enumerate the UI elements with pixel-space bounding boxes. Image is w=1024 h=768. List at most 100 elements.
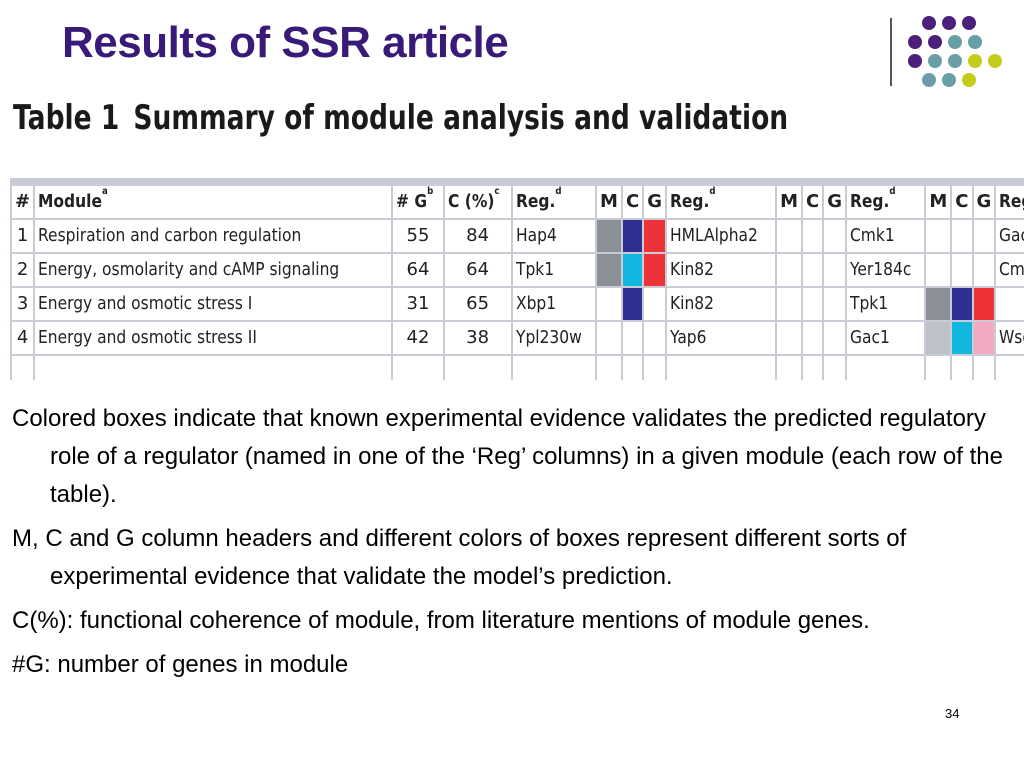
page-number: 34 [945, 706, 960, 721]
bullet-list: Colored boxes indicate that known experi… [12, 400, 1012, 690]
header-c: C [801, 184, 825, 220]
table-row: 3 Energy and osmotic stress I 31 65 Xbp1… [10, 286, 1024, 322]
decor-dot [928, 54, 942, 68]
decorative-dot-grid [908, 14, 1008, 94]
row-module: Energy and osmotic stress II [33, 320, 394, 356]
decor-dot [962, 73, 976, 87]
header-coherence: C (%)c [442, 184, 513, 220]
header-g: G [822, 184, 848, 220]
row-reg-2: Yap6 [664, 320, 778, 356]
bullet-item: M, C and G column headers and different … [12, 525, 907, 590]
evidence-m [775, 286, 804, 322]
evidence-c [620, 252, 645, 288]
row-coherence: 65 [442, 286, 513, 322]
evidence-g [822, 320, 848, 356]
row-num: 2 [10, 252, 36, 288]
row-reg-1: Hap4 [510, 218, 598, 254]
table-row-partial [10, 354, 1024, 380]
slide-title: Results of SSR article [62, 18, 509, 67]
evidence-m [775, 252, 804, 288]
row-coherence: 64 [442, 252, 513, 288]
decor-dot [942, 73, 956, 87]
evidence-m [924, 286, 953, 322]
evidence-m [924, 218, 953, 254]
row-reg-3: Tpk1 [845, 286, 927, 322]
module-table-crop: # Modulea # Gb C (%)c Reg.d M C G Reg.d … [10, 178, 1024, 380]
row-num: 4 [10, 320, 36, 356]
row-genes: 64 [391, 252, 445, 288]
row-reg-4 [994, 286, 1024, 322]
decor-dot [948, 35, 962, 49]
row-reg-3: Cmk1 [845, 218, 927, 254]
evidence-g [822, 286, 848, 322]
row-reg-2: Kin82 [664, 252, 778, 288]
evidence-m [595, 286, 623, 322]
table-heading-label: Table 1 [13, 98, 120, 138]
decor-dot [942, 16, 956, 30]
evidence-m [595, 218, 623, 254]
evidence-c [620, 286, 645, 322]
decor-dot [962, 16, 976, 30]
table-row: 1 Respiration and carbon regulation 55 8… [10, 218, 1024, 254]
header-g: G [971, 184, 997, 220]
row-num: 1 [10, 218, 36, 254]
evidence-m [595, 320, 623, 356]
evidence-g [971, 252, 997, 288]
evidence-c [620, 218, 645, 254]
header-num: # [10, 184, 36, 220]
row-reg-2: HMLAlpha2 [664, 218, 778, 254]
evidence-m [775, 320, 804, 356]
decor-dot [922, 73, 936, 87]
evidence-g [642, 286, 667, 322]
header-m: M [775, 184, 804, 220]
row-reg-1: Xbp1 [510, 286, 598, 322]
row-reg-4: Cmk1 [994, 252, 1024, 288]
evidence-m [924, 252, 953, 288]
row-reg-3: Gac1 [845, 320, 927, 356]
table-row: 4 Energy and osmotic stress II 42 38 Ypl… [10, 320, 1024, 356]
header-reg-4: Reg.d [994, 184, 1024, 220]
header-reg-2: Reg.d [664, 184, 778, 220]
row-genes: 31 [391, 286, 445, 322]
decor-dot [948, 54, 962, 68]
row-reg-2: Kin82 [664, 286, 778, 322]
row-module: Energy, osmolarity and cAMP signaling [33, 252, 394, 288]
row-coherence: 38 [442, 320, 513, 356]
decor-dot [908, 35, 922, 49]
header-g: G [642, 184, 667, 220]
table-heading: Table 1 Summary of module analysis and va… [13, 98, 788, 138]
evidence-c [801, 320, 825, 356]
evidence-m [595, 252, 623, 288]
evidence-g [971, 286, 997, 322]
bullet-item: C(%): functional coherence of module, fr… [12, 607, 870, 634]
evidence-g [971, 218, 997, 254]
title-divider [890, 18, 892, 86]
header-genes: # Gb [391, 184, 445, 220]
evidence-m [775, 218, 804, 254]
bullet-item: Colored boxes indicate that known experi… [12, 405, 1003, 508]
row-module: Energy and osmotic stress I [33, 286, 394, 322]
decor-dot [928, 35, 942, 49]
decor-dot [922, 16, 936, 30]
evidence-c [801, 286, 825, 322]
evidence-c [620, 320, 645, 356]
table-heading-text: Summary of module analysis and validatio… [133, 98, 789, 138]
decor-dot [988, 54, 1002, 68]
evidence-g [642, 252, 667, 288]
row-genes: 55 [391, 218, 445, 254]
decor-dot [968, 35, 982, 49]
row-genes: 42 [391, 320, 445, 356]
evidence-g [822, 252, 848, 288]
evidence-g [642, 218, 667, 254]
table-row: 2 Energy, osmolarity and cAMP signaling … [10, 252, 1024, 288]
evidence-g [971, 320, 997, 356]
evidence-g [822, 218, 848, 254]
row-reg-1: Ypl230w [510, 320, 598, 356]
evidence-c [801, 218, 825, 254]
row-coherence: 84 [442, 218, 513, 254]
row-reg-1: Tpk1 [510, 252, 598, 288]
header-module: Modulea [33, 184, 394, 220]
header-m: M [924, 184, 953, 220]
module-table: # Modulea # Gb C (%)c Reg.d M C G Reg.d … [10, 184, 1024, 380]
decor-dot [908, 54, 922, 68]
